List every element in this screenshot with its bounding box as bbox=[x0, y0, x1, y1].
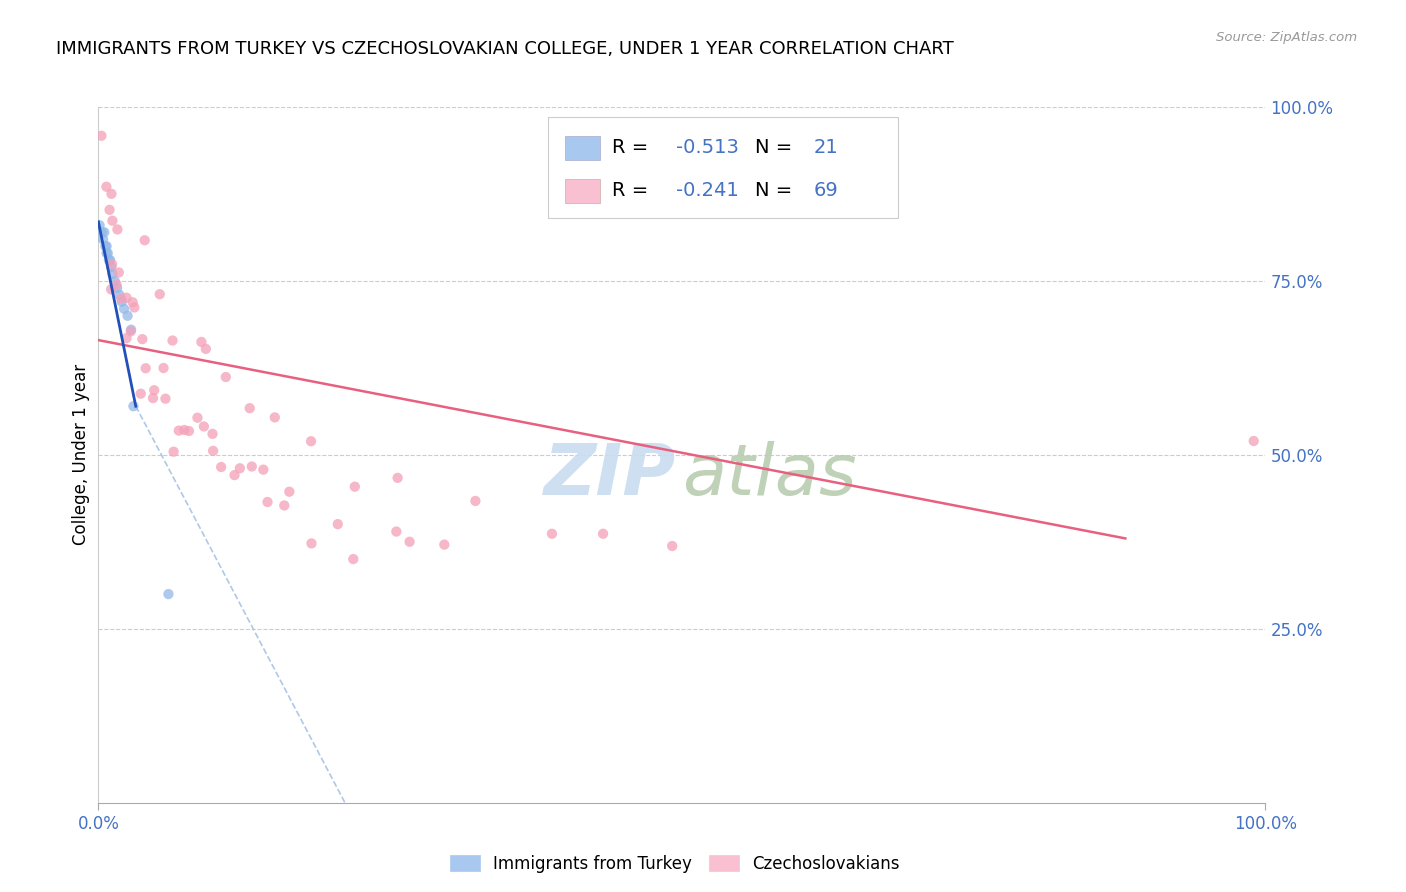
Point bbox=[387, 471, 409, 485]
FancyBboxPatch shape bbox=[548, 118, 898, 219]
Point bbox=[110, 292, 132, 306]
Text: 69: 69 bbox=[814, 181, 838, 200]
Point bbox=[115, 291, 138, 305]
Point bbox=[100, 186, 122, 201]
Point bbox=[98, 253, 121, 268]
Point bbox=[194, 342, 217, 356]
Point bbox=[173, 423, 195, 437]
Point bbox=[1243, 434, 1265, 448]
Point bbox=[100, 260, 122, 274]
Point bbox=[229, 461, 252, 475]
Point bbox=[115, 331, 138, 345]
Text: Source: ZipAtlas.com: Source: ZipAtlas.com bbox=[1216, 31, 1357, 45]
Text: ZIP: ZIP bbox=[544, 442, 676, 510]
Point bbox=[215, 370, 238, 384]
Point bbox=[117, 309, 139, 323]
Point bbox=[326, 517, 349, 532]
Point bbox=[112, 301, 135, 316]
Point bbox=[201, 426, 224, 441]
Point bbox=[278, 484, 301, 499]
Point bbox=[143, 383, 166, 397]
Point bbox=[592, 526, 614, 541]
Point bbox=[343, 480, 366, 494]
Point bbox=[342, 552, 364, 566]
Point bbox=[111, 294, 134, 309]
Text: N =: N = bbox=[755, 181, 799, 200]
Point bbox=[96, 239, 118, 253]
Point bbox=[97, 253, 120, 268]
Point bbox=[239, 401, 262, 416]
Text: R =: R = bbox=[612, 181, 654, 200]
Point bbox=[157, 587, 180, 601]
Point bbox=[167, 424, 190, 438]
Point bbox=[155, 392, 177, 406]
Legend: Immigrants from Turkey, Czechoslovakians: Immigrants from Turkey, Czechoslovakians bbox=[443, 848, 907, 880]
Point bbox=[90, 225, 112, 239]
Point bbox=[224, 468, 246, 483]
Point bbox=[89, 219, 111, 233]
Text: -0.241: -0.241 bbox=[676, 181, 738, 200]
Point bbox=[107, 222, 129, 236]
Point bbox=[398, 534, 420, 549]
Point bbox=[93, 225, 115, 239]
Point bbox=[240, 459, 263, 474]
Point bbox=[104, 274, 127, 288]
Point bbox=[385, 524, 408, 539]
Text: N =: N = bbox=[755, 138, 799, 157]
Y-axis label: College, Under 1 year: College, Under 1 year bbox=[72, 364, 90, 546]
Point bbox=[464, 494, 486, 508]
Point bbox=[105, 277, 128, 292]
Point bbox=[96, 179, 118, 194]
Point bbox=[94, 239, 117, 253]
Point bbox=[256, 495, 278, 509]
Point bbox=[190, 334, 212, 349]
Point bbox=[121, 295, 143, 310]
Point bbox=[433, 538, 456, 552]
Point bbox=[209, 460, 232, 475]
Text: R =: R = bbox=[612, 138, 654, 157]
Text: 21: 21 bbox=[814, 138, 838, 157]
Point bbox=[108, 265, 131, 279]
Point bbox=[131, 332, 153, 346]
Point bbox=[98, 202, 121, 217]
Point bbox=[162, 334, 184, 348]
Point bbox=[252, 463, 274, 477]
Point bbox=[105, 281, 128, 295]
Point bbox=[299, 434, 322, 449]
FancyBboxPatch shape bbox=[565, 178, 600, 203]
Point bbox=[96, 246, 118, 260]
Text: -0.513: -0.513 bbox=[676, 138, 740, 157]
Point bbox=[193, 419, 215, 434]
Point bbox=[122, 399, 145, 413]
Point bbox=[202, 443, 225, 458]
Point bbox=[101, 213, 124, 227]
Point bbox=[149, 287, 172, 301]
Point bbox=[301, 536, 323, 550]
Point bbox=[101, 267, 124, 281]
FancyBboxPatch shape bbox=[565, 136, 600, 160]
Point bbox=[135, 361, 157, 376]
Point bbox=[152, 361, 174, 376]
Point bbox=[177, 424, 200, 438]
Point bbox=[124, 301, 146, 315]
Point bbox=[162, 444, 184, 458]
Point bbox=[129, 386, 152, 401]
Point bbox=[90, 128, 112, 143]
Point bbox=[108, 288, 131, 302]
Text: IMMIGRANTS FROM TURKEY VS CZECHOSLOVAKIAN COLLEGE, UNDER 1 YEAR CORRELATION CHAR: IMMIGRANTS FROM TURKEY VS CZECHOSLOVAKIA… bbox=[56, 40, 955, 58]
Point bbox=[142, 391, 165, 405]
Point bbox=[120, 324, 142, 338]
Point bbox=[120, 323, 142, 337]
Point bbox=[661, 539, 683, 553]
Point bbox=[100, 282, 122, 296]
Point bbox=[273, 499, 295, 513]
Point bbox=[97, 246, 120, 260]
Point bbox=[263, 410, 285, 425]
Point bbox=[101, 257, 124, 271]
Point bbox=[134, 233, 156, 247]
Point bbox=[186, 410, 208, 425]
Text: atlas: atlas bbox=[682, 442, 856, 510]
Point bbox=[91, 232, 114, 246]
Point bbox=[541, 526, 564, 541]
